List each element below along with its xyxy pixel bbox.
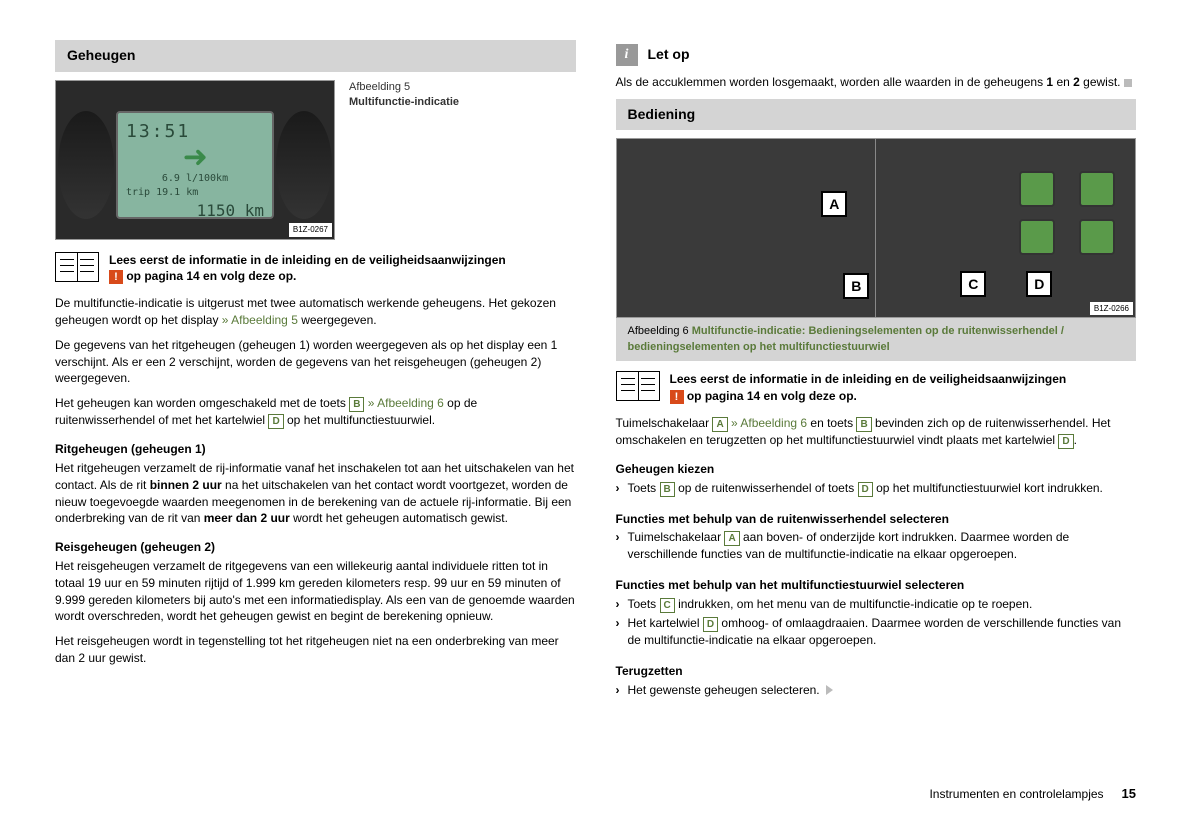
wheel-button-3 xyxy=(1019,219,1055,255)
list-item: Het gewenste geheugen selecteren. xyxy=(616,682,1137,699)
fig5-trip-label: trip xyxy=(126,187,150,198)
manual-icon xyxy=(616,371,660,401)
para-4: Het ritgeheugen verzamelt de rij-informa… xyxy=(55,460,576,527)
callout-d: D xyxy=(1026,271,1052,297)
figure-5-label: Afbeelding 5 Multifunctie-indicatie xyxy=(349,80,459,111)
continue-icon xyxy=(826,685,833,695)
para-2: De gegevens van het ritgeheugen (geheuge… xyxy=(55,337,576,387)
subhead-ruitenwisser: Functies met behulp van de ruitenwisserh… xyxy=(616,511,1137,528)
key-b: B xyxy=(856,417,871,432)
figure-6-caption: Afbeelding 6 Multifunctie-indicatie: Bed… xyxy=(616,318,1137,361)
key-b: B xyxy=(349,397,364,412)
subhead-reisgeheugen: Reisgeheugen (geheugen 2) xyxy=(55,539,576,556)
section-header-geheugen: Geheugen xyxy=(55,40,576,72)
r-para-1: Tuimelschakelaar A » Afbeelding 6 en toe… xyxy=(616,415,1137,449)
read-first-block: Lees eerst de informatie in de inleiding… xyxy=(55,252,576,286)
figure-5-display: 13:51 ➜ 6.9 l/100km trip 19.1 km 1150 km xyxy=(116,111,274,219)
para-6: Het reisgeheugen wordt in tegenstelling … xyxy=(55,633,576,667)
wheel-button-4 xyxy=(1079,219,1115,255)
subhead-terugzetten: Terugzetten xyxy=(616,663,1137,680)
figure-6-pane-left: A B xyxy=(617,139,877,317)
page-footer: Instrumenten en controlelampjes 15 xyxy=(929,785,1136,803)
link-afbeelding-6a[interactable]: » Afbeelding 6 xyxy=(364,396,443,410)
link-afbeelding-6b[interactable]: » Afbeelding 6 xyxy=(728,416,807,430)
note-para: Als de accuklemmen worden losgemaakt, wo… xyxy=(616,74,1137,91)
key-d: D xyxy=(858,482,873,497)
list-item: Het kartelwiel D omhoog- of omlaagdraaie… xyxy=(616,615,1137,649)
figure-6-ref: B1Z-0266 xyxy=(1090,302,1133,315)
key-a: A xyxy=(724,531,739,546)
wheel-button-1 xyxy=(1019,171,1055,207)
footer-section: Instrumenten en controlelampjes xyxy=(929,786,1103,803)
section-header-bediening: Bediening xyxy=(616,99,1137,131)
section-end-icon xyxy=(1124,79,1132,87)
subhead-stuurwiel: Functies met behulp van het multifunctie… xyxy=(616,577,1137,594)
right-column: i Let op Als de accuklemmen worden losge… xyxy=(616,40,1137,793)
info-icon: i xyxy=(616,44,638,66)
para-1: De multifunctie-indicatie is uitgerust m… xyxy=(55,295,576,329)
fig5-odo: 1150 km xyxy=(126,200,264,222)
footer-page: 15 xyxy=(1122,785,1136,803)
subhead-ritgeheugen: Ritgeheugen (geheugen 1) xyxy=(55,441,576,458)
manual-icon xyxy=(55,252,99,282)
list-item: Toets C indrukken, om het menu van de mu… xyxy=(616,596,1137,613)
link-afbeelding-5[interactable]: » Afbeelding 5 xyxy=(222,313,298,327)
list-stuurwiel: Toets C indrukken, om het menu van de mu… xyxy=(616,596,1137,651)
list-item: Toets B op de ruitenwisserhendel of toet… xyxy=(616,480,1137,497)
key-d: D xyxy=(1058,434,1073,449)
read-first-text-2: Lees eerst de informatie in de inleiding… xyxy=(670,371,1137,405)
figure-5-wrap: 13:51 ➜ 6.9 l/100km trip 19.1 km 1150 km… xyxy=(55,80,576,240)
warning-icon: ! xyxy=(109,270,123,284)
read-first-block-2: Lees eerst de informatie in de inleiding… xyxy=(616,371,1137,405)
note-header: i Let op xyxy=(616,40,1137,70)
fig5-consumption: 6.9 l/100km xyxy=(126,172,264,186)
left-column: Geheugen 13:51 ➜ 6.9 l/100km trip 19.1 k… xyxy=(55,40,576,793)
key-d: D xyxy=(703,617,718,632)
key-d: D xyxy=(268,414,283,429)
figure-5-ref: B1Z-0267 xyxy=(289,223,332,236)
subhead-geheugen-kiezen: Geheugen kiezen xyxy=(616,461,1137,478)
figure-5: 13:51 ➜ 6.9 l/100km trip 19.1 km 1150 km… xyxy=(55,80,335,240)
key-c: C xyxy=(660,598,675,613)
wheel-button-2 xyxy=(1079,171,1115,207)
callout-a: A xyxy=(821,191,847,217)
key-a: A xyxy=(712,417,727,432)
read-first-text: Lees eerst de informatie in de inleiding… xyxy=(109,252,576,286)
warning-icon: ! xyxy=(670,390,684,404)
callout-b: B xyxy=(843,273,869,299)
list-geheugen-kiezen: Toets B op de ruitenwisserhendel of toet… xyxy=(616,480,1137,499)
fig5-trip: 19.1 km xyxy=(156,187,198,198)
list-ruitenwisser: Tuimelschakelaar A aan boven- of onderzi… xyxy=(616,529,1137,565)
figure-6-pane-right: C D xyxy=(876,139,1135,317)
para-3: Het geheugen kan worden omgeschakeld met… xyxy=(55,395,576,429)
list-terugzetten: Het gewenste geheugen selecteren. xyxy=(616,682,1137,701)
para-5: Het reisgeheugen verzamelt de ritgegeven… xyxy=(55,558,576,625)
list-item: Tuimelschakelaar A aan boven- of onderzi… xyxy=(616,529,1137,563)
key-b: B xyxy=(660,482,675,497)
callout-c: C xyxy=(960,271,986,297)
figure-6: A B C D B1Z-0266 xyxy=(616,138,1137,318)
